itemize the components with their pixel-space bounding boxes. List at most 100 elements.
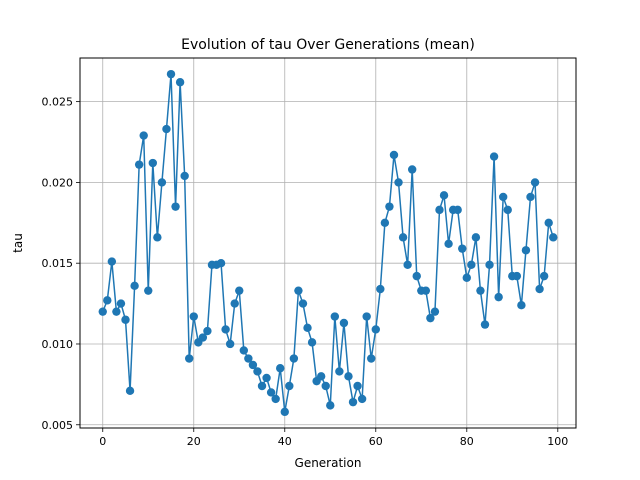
data-point: [266, 388, 276, 397]
data-point: [253, 367, 262, 376]
data-point: [412, 271, 421, 281]
x-tick-label: 20: [187, 435, 201, 448]
data-point: [385, 202, 394, 211]
data-point: [498, 192, 508, 202]
data-point: [544, 218, 553, 228]
data-point: [216, 258, 226, 268]
data-point: [257, 381, 267, 391]
data-point: [289, 354, 299, 363]
data-point: [426, 313, 435, 323]
data-point: [326, 401, 335, 410]
series-tau-mean: [98, 69, 558, 417]
data-point: [294, 286, 303, 295]
x-tick-label: 80: [460, 435, 474, 448]
data-point: [517, 301, 526, 310]
data-point: [157, 178, 167, 187]
data-point: [330, 312, 340, 321]
data-point: [394, 178, 403, 187]
data-point: [512, 271, 522, 281]
data-point: [148, 158, 158, 168]
data-point: [189, 312, 198, 321]
data-point: [248, 360, 258, 370]
data-point: [116, 299, 126, 308]
data-point: [221, 325, 230, 334]
chart-title: Evolution of tau Over Generations (mean): [181, 37, 475, 53]
data-point: [371, 325, 380, 334]
data-point: [353, 381, 362, 391]
data-point: [462, 273, 471, 282]
data-point: [471, 233, 481, 242]
y-tick-label: 0.015: [42, 257, 74, 270]
data-point: [144, 286, 153, 295]
plot-frame: [79, 57, 577, 429]
data-point: [335, 367, 344, 376]
data-point: [494, 292, 503, 302]
data-point: [134, 160, 144, 169]
data-point: [303, 323, 312, 333]
data-point: [139, 131, 148, 140]
data-point: [112, 307, 121, 316]
data-point: [285, 381, 294, 391]
y-tick-label: 0.020: [42, 176, 74, 189]
y-tick-label: 0.005: [42, 419, 74, 432]
data-point: [435, 205, 444, 215]
data-point: [171, 202, 180, 211]
data-point: [549, 233, 558, 242]
x-axis-label: Generation: [295, 456, 362, 470]
data-point: [298, 299, 308, 308]
data-point: [521, 246, 531, 255]
data-point: [235, 286, 244, 295]
series-line: [102, 73, 554, 413]
data-point: [489, 152, 499, 161]
data-point: [175, 78, 185, 87]
data-point: [539, 271, 549, 281]
data-point: [398, 233, 408, 242]
data-point: [244, 354, 253, 363]
data-point: [403, 260, 412, 270]
data-point: [166, 69, 176, 79]
data-point: [439, 191, 449, 200]
data-point: [421, 286, 431, 295]
data-point: [316, 372, 326, 381]
x-tick-label: 0: [99, 435, 106, 448]
data-point: [203, 326, 212, 336]
data-point: [180, 171, 189, 181]
data-point: [453, 205, 462, 215]
y-tick-label: 0.025: [42, 96, 74, 109]
data-point: [348, 397, 358, 407]
data-point: [125, 386, 135, 396]
data-point: [444, 239, 453, 249]
data-point: [280, 407, 289, 417]
x-tick-label: 60: [369, 435, 383, 448]
data-point: [458, 244, 467, 253]
data-point: [362, 312, 371, 321]
data-point: [503, 205, 512, 215]
data-point: [162, 124, 171, 134]
data-point: [376, 284, 385, 294]
data-point: [271, 394, 280, 404]
data-point: [476, 286, 485, 295]
data-point: [407, 165, 417, 174]
data-point: [198, 333, 208, 342]
data-point: [321, 381, 330, 391]
data-point: [225, 339, 235, 349]
data-point: [239, 346, 249, 355]
data-point: [485, 260, 494, 270]
data-point: [344, 372, 353, 381]
data-point: [467, 260, 476, 270]
data-point: [262, 373, 271, 383]
axis-ticks: 0 20 40 60 80 100 0.005 0.010 0.015 0.020 0.025: [42, 96, 569, 448]
data-point: [130, 281, 139, 291]
data-point: [98, 307, 107, 316]
y-tick-label: 0.010: [42, 338, 74, 351]
data-point: [276, 364, 285, 373]
data-point: [367, 354, 376, 363]
data-point: [339, 318, 349, 328]
data-point: [121, 315, 130, 324]
y-axis-label: tau: [11, 233, 25, 253]
data-point: [480, 320, 490, 329]
data-point: [153, 233, 162, 242]
data-point: [357, 394, 367, 404]
